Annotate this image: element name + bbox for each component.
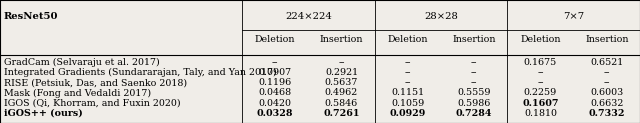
Text: 0.1675: 0.1675 — [524, 58, 557, 67]
Text: 0.7332: 0.7332 — [589, 109, 625, 118]
Text: 0.0907: 0.0907 — [259, 68, 292, 77]
Text: Deletion: Deletion — [388, 35, 428, 45]
Text: --: -- — [272, 58, 278, 67]
Text: 0.1810: 0.1810 — [524, 109, 557, 118]
Text: 0.7284: 0.7284 — [456, 109, 492, 118]
Text: 0.0929: 0.0929 — [390, 109, 426, 118]
Text: 0.1059: 0.1059 — [391, 99, 424, 108]
Text: Insertion: Insertion — [452, 35, 496, 45]
Text: --: -- — [338, 58, 345, 67]
Text: 0.0328: 0.0328 — [257, 109, 293, 118]
Text: RISE (Petsiuk, Das, and Saenko 2018): RISE (Petsiuk, Das, and Saenko 2018) — [4, 78, 187, 87]
Text: 0.4962: 0.4962 — [325, 88, 358, 97]
Text: --: -- — [604, 78, 610, 87]
Text: IGOS (Qi, Khorram, and Fuxin 2020): IGOS (Qi, Khorram, and Fuxin 2020) — [4, 99, 180, 108]
Text: --: -- — [537, 68, 544, 77]
Text: 0.1196: 0.1196 — [259, 78, 292, 87]
Text: Deletion: Deletion — [520, 35, 561, 45]
Text: --: -- — [604, 68, 610, 77]
Text: 0.6521: 0.6521 — [590, 58, 623, 67]
Text: GradCam (Selvaraju et al. 2017): GradCam (Selvaraju et al. 2017) — [4, 58, 159, 67]
Text: 0.2921: 0.2921 — [325, 68, 358, 77]
Text: --: -- — [404, 58, 411, 67]
Text: --: -- — [471, 78, 477, 87]
Text: 0.5986: 0.5986 — [458, 99, 491, 108]
Text: 0.5846: 0.5846 — [325, 99, 358, 108]
Text: Mask (Fong and Vedaldi 2017): Mask (Fong and Vedaldi 2017) — [4, 88, 151, 98]
Text: --: -- — [404, 68, 411, 77]
Text: 0.0420: 0.0420 — [259, 99, 292, 108]
Text: --: -- — [537, 78, 544, 87]
Text: 0.5637: 0.5637 — [324, 78, 358, 87]
Text: 0.6003: 0.6003 — [590, 88, 623, 97]
Text: 0.1607: 0.1607 — [522, 99, 559, 108]
Text: 0.6632: 0.6632 — [590, 99, 623, 108]
Text: --: -- — [471, 58, 477, 67]
Text: Insertion: Insertion — [320, 35, 363, 45]
Text: 0.1151: 0.1151 — [391, 88, 424, 97]
Text: Integrated Gradients (Sundararajan, Taly, and Yan 2017): Integrated Gradients (Sundararajan, Taly… — [4, 68, 276, 77]
Text: 0.2259: 0.2259 — [524, 88, 557, 97]
Text: 224×224: 224×224 — [285, 12, 332, 21]
Text: iGOS++ (ours): iGOS++ (ours) — [4, 109, 83, 118]
Text: ResNet50: ResNet50 — [3, 12, 58, 21]
Text: 7×7: 7×7 — [563, 12, 584, 21]
Text: 0.7261: 0.7261 — [323, 109, 360, 118]
Text: Insertion: Insertion — [585, 35, 628, 45]
Text: 28×28: 28×28 — [424, 12, 458, 21]
Text: --: -- — [404, 78, 411, 87]
Text: --: -- — [471, 68, 477, 77]
Text: 0.0468: 0.0468 — [259, 88, 292, 97]
Text: Deletion: Deletion — [255, 35, 295, 45]
Text: 0.5559: 0.5559 — [458, 88, 491, 97]
